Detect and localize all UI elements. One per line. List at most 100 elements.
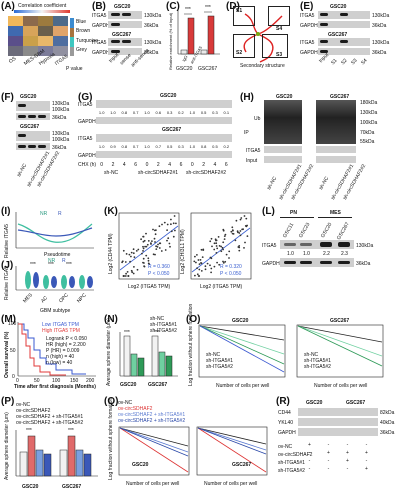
quant-value: 1.0: [110, 110, 116, 115]
scatter-point: [199, 259, 202, 261]
scatter-point: [245, 217, 248, 220]
panel-f-row1: sh-NC: [16, 162, 29, 178]
scatter-point: [158, 225, 161, 228]
panel-r-protein1: CD44: [278, 410, 291, 416]
scatter-point: [220, 245, 222, 248]
blot-h3: [264, 156, 302, 163]
scatter-point: [224, 233, 227, 236]
scatter-point: [213, 265, 216, 268]
scatter-point: [122, 275, 125, 277]
panel-f-mw1: 130kDa: [52, 101, 70, 107]
blot-band: [28, 145, 36, 148]
panel-j-legend-r: R: [62, 258, 66, 264]
scatter-point: [215, 239, 218, 242]
panel-o-legend2: sh-ITGA5#1: [206, 358, 233, 364]
panel-e-cell2: GSC267: [328, 32, 348, 38]
scatter-point: [172, 235, 175, 238]
panel-n-bars: [119, 332, 178, 377]
pvalue-label: P value: [66, 66, 83, 72]
scatter-chi3l1: [190, 212, 252, 280]
scatter-point: [126, 271, 129, 273]
panel-r-row4: sh-ITGA5#2: [278, 468, 305, 474]
quant-value: 0.3: [212, 110, 218, 115]
scatter-point: [223, 235, 226, 237]
scatter-point: [142, 235, 144, 238]
scatter-point: [194, 274, 196, 277]
quant-value: 1.0: [189, 144, 196, 149]
panel-q-legend2: ov-circSDHAF2: [118, 406, 153, 412]
blot-band: [300, 261, 312, 264]
scatter-point: [222, 228, 225, 231]
blot-r1: [298, 408, 378, 416]
quant-value: 0.6: [155, 110, 162, 115]
panel-h-ip: IP: [244, 130, 249, 136]
panel-a-label: (A): [1, 1, 15, 12]
panel-q-ylabel: Log fraction without sphere formation: [108, 397, 114, 480]
panel-c-bars: [177, 10, 220, 55]
elda-plot-q2: [196, 426, 268, 476]
scatter-point: [236, 230, 239, 233]
panel-g-protein2: ITGA5: [78, 136, 93, 142]
scatter-point: [122, 249, 125, 252]
panel-g-quant2: 1.0 0.9 0.8 0.7 1.0 0.7 0.5 0.3 1.0 0.8 0.5 0.2: [96, 144, 232, 149]
treatment-sign: -: [365, 458, 368, 464]
scatter-point: [238, 232, 241, 234]
scatter-point: [200, 262, 203, 265]
scatter-point: [243, 247, 245, 249]
scatter-point: [175, 222, 177, 225]
chx-time: 6: [179, 162, 183, 168]
ub-smear-1: [264, 100, 302, 144]
panel-r-cell2: GSC267: [346, 400, 366, 406]
scatter-point: [223, 238, 226, 240]
panel-e-protein2: ITGA5: [300, 40, 315, 46]
scatter-point: [198, 263, 201, 265]
panel-f-mw4: 130kDa: [52, 131, 70, 137]
panel-e-mw4: 36kDa: [372, 50, 387, 56]
scatter-point: [154, 253, 156, 256]
scatter-point: [244, 225, 247, 227]
scatter-point: [147, 259, 150, 262]
blot-band: [111, 23, 120, 26]
scatter-point: [145, 254, 148, 257]
panel-g-label: (G): [78, 92, 93, 103]
panel-h-mw4: 70kDa: [360, 130, 375, 136]
panel-l-group-mes: MES: [330, 210, 341, 216]
scatter-point: [130, 269, 133, 272]
scatter-point: [140, 238, 142, 241]
blot-band: [122, 40, 131, 43]
quant-value: 0.2: [178, 110, 184, 115]
treatment-sign: +: [308, 442, 311, 448]
panel-i-legend-nr: NR: [40, 211, 48, 217]
module-grey: Grey: [76, 47, 87, 53]
scatter-point: [228, 250, 231, 253]
panel-c-group2: GSC267: [198, 66, 218, 72]
panel-j-xlabel: GBM subtype: [40, 308, 71, 314]
panel-d-label: (D): [226, 1, 240, 12]
panel-k-ylabel2: Log2 (CHI3L1 TPM): [180, 229, 186, 274]
scatter-point: [167, 237, 170, 240]
panel-j-subtype-ac: AC: [40, 295, 50, 305]
chx-time: 4: [168, 162, 172, 168]
scatter-point: [161, 223, 163, 226]
scatter-point: [142, 245, 144, 248]
scatter-point: [210, 237, 213, 240]
heatmap-xlabel-os: OS: [8, 55, 18, 65]
blot-b2: [108, 21, 142, 28]
panel-o-xlabel1: Number of cells per well: [216, 383, 270, 389]
panel-g-cell2: GSC267: [162, 127, 182, 133]
scatter-point: [166, 239, 168, 242]
panel-b-mw4: 36kDa: [144, 50, 159, 56]
pseudotime-plot: [15, 212, 94, 249]
scatter-point: [142, 257, 145, 260]
treatment-sign: -: [327, 466, 330, 472]
scatter-point: [195, 261, 197, 264]
scatter-point: [141, 252, 143, 255]
scatter-point: [235, 219, 238, 222]
panel-c-sig1: ***: [185, 7, 191, 13]
site-box-s3: [262, 34, 288, 58]
panel-h-mw3: 100kDa: [360, 120, 378, 126]
panel-p-group2: GSC267: [62, 484, 82, 490]
scatter-point: [128, 253, 131, 256]
scatter-point: [201, 256, 204, 258]
panel-g-times: 0 2 4 6 0 2 4 6 0 2 4 6: [96, 162, 232, 168]
